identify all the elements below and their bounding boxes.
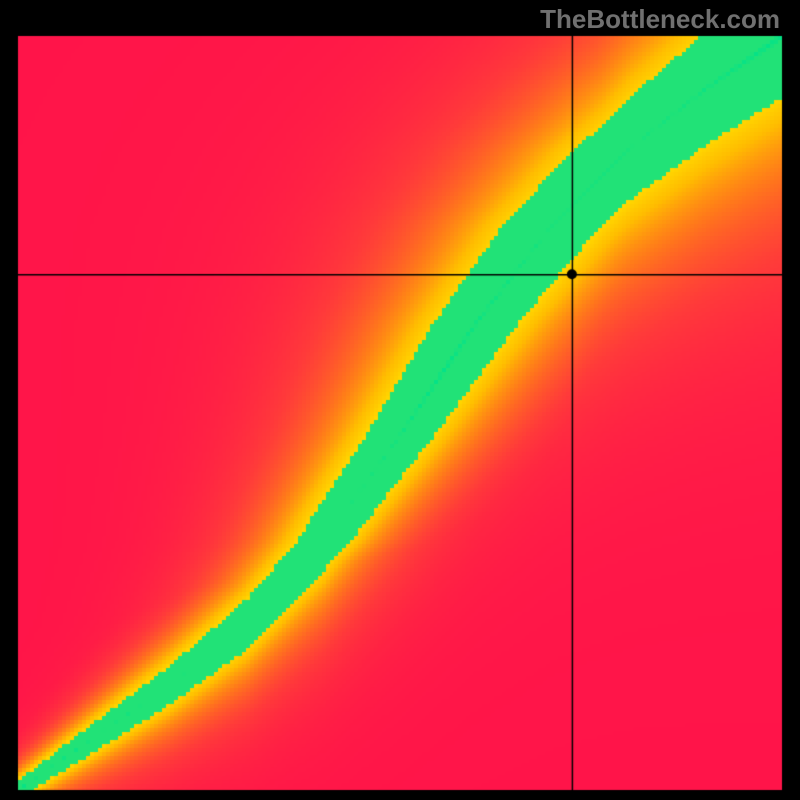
bottleneck-heatmap: [0, 0, 800, 800]
watermark-text: TheBottleneck.com: [540, 4, 780, 35]
chart-container: TheBottleneck.com: [0, 0, 800, 800]
